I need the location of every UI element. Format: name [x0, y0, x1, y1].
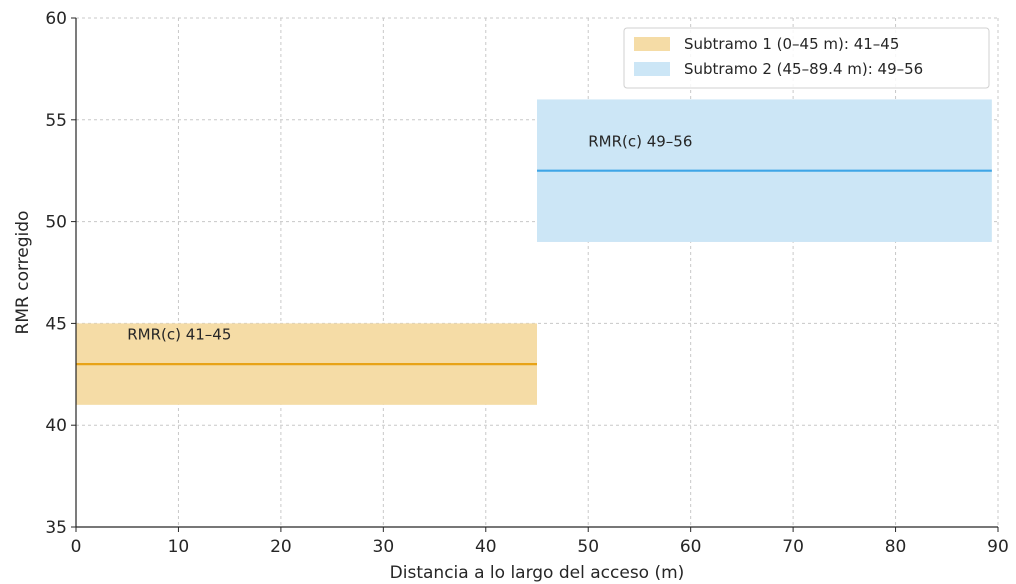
tick-labels: 0 10 20 30 40 50 60 70 80 90 35 40 45 50 55 60	[45, 9, 1008, 557]
legend: Subtramo 1 (0–45 m): 41–45 Subtramo 2 (4…	[623, 27, 990, 89]
legend-swatch-subtramo-1	[634, 37, 670, 51]
y-tick-label: 35	[45, 518, 67, 538]
grid	[76, 17, 999, 527]
x-axis-label: Distancia a lo largo del acceso (m)	[390, 563, 685, 583]
x-tick-label: 10	[168, 537, 190, 557]
x-tick-label: 20	[270, 537, 292, 557]
annotation-subtramo-2: RMR(c) 49–56	[588, 132, 692, 150]
legend-swatch-subtramo-2	[634, 62, 670, 76]
x-tick-label: 90	[987, 537, 1009, 557]
y-tick-label: 60	[45, 9, 67, 29]
y-tick-label: 45	[45, 314, 67, 334]
x-tick-label: 80	[885, 537, 907, 557]
x-tick-label: 0	[71, 537, 82, 557]
x-tick-label: 70	[782, 537, 804, 557]
series-bands: RMR(c) 41–45 RMR(c) 49–56	[76, 99, 992, 405]
x-tick-label: 60	[680, 537, 702, 557]
annotation-subtramo-1: RMR(c) 41–45	[127, 326, 231, 344]
legend-entry-subtramo-2: Subtramo 2 (45–89.4 m): 49–56	[684, 60, 923, 78]
y-axis-label: RMR corregido	[13, 211, 33, 335]
axes	[71, 17, 999, 532]
y-tick-label: 40	[45, 416, 67, 436]
y-tick-label: 50	[45, 213, 67, 233]
y-tick-label: 55	[45, 111, 67, 131]
legend-frame	[623, 27, 990, 89]
legend-entry-subtramo-1: Subtramo 1 (0–45 m): 41–45	[684, 35, 899, 53]
x-tick-label: 50	[577, 537, 599, 557]
x-tick-label: 40	[475, 537, 497, 557]
x-tick-label: 30	[373, 537, 395, 557]
